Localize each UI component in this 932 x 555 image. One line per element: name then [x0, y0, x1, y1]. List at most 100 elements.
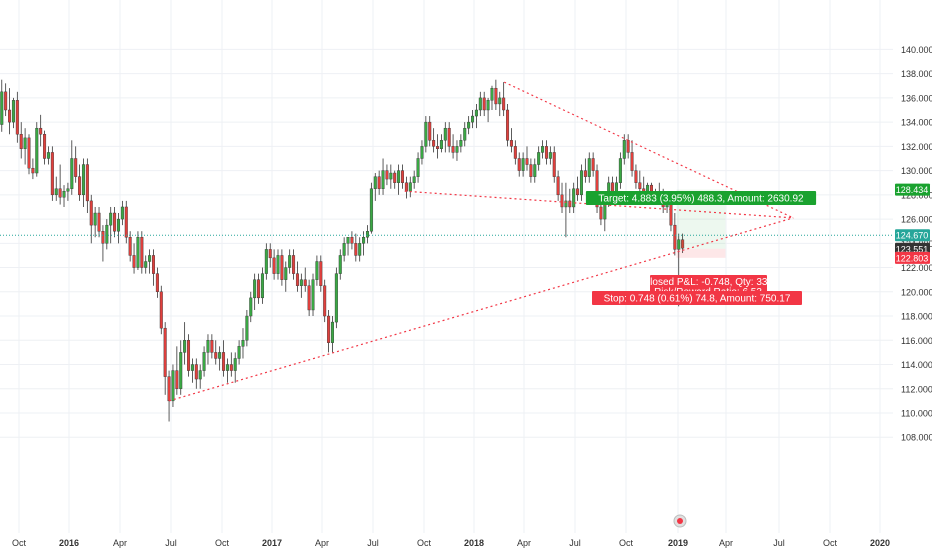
candle [354, 233, 358, 262]
candle-body [27, 137, 31, 169]
y-tick-label: 130.000 [901, 166, 932, 176]
candle-body [167, 376, 171, 402]
y-tick-label: 114.000 [901, 360, 932, 370]
candle [533, 158, 537, 183]
x-tick-label: Jul [165, 538, 177, 548]
candle-body [564, 200, 568, 208]
candle-body [272, 257, 276, 274]
candle-body [292, 255, 296, 274]
candle-body [634, 170, 638, 183]
candle [163, 322, 167, 395]
candle [264, 243, 268, 280]
candle [498, 91, 502, 117]
candle-body [393, 172, 397, 183]
candle-body [46, 152, 50, 159]
candle [509, 128, 513, 153]
closed-label-line: Closed P&L: -0.748, Qty: 334 [643, 277, 774, 288]
candle [39, 114, 43, 147]
candle-body [533, 164, 537, 177]
candle-body [74, 158, 78, 177]
candle-body [677, 239, 681, 250]
x-tick-label: Oct [619, 538, 634, 548]
candle-body [576, 188, 580, 196]
x-tick-label: Oct [12, 538, 27, 548]
candle [136, 231, 140, 270]
candle-body [467, 121, 471, 129]
candle [70, 140, 74, 195]
candle-body [428, 121, 432, 141]
candle [579, 164, 583, 201]
candle [132, 243, 136, 274]
candle [303, 267, 307, 292]
x-tick-label: Oct [417, 538, 432, 548]
candle-body [175, 370, 179, 389]
candle [459, 134, 463, 153]
candle-body [81, 164, 85, 196]
candle-body [241, 340, 245, 347]
event-marker-dot [677, 518, 683, 524]
candle-body [54, 188, 58, 196]
candle-body [171, 370, 175, 402]
candle [299, 273, 303, 298]
candle-body [206, 340, 210, 353]
candle [369, 182, 373, 234]
candle [148, 249, 152, 274]
candle [58, 164, 62, 205]
candle [179, 340, 183, 395]
y-tick-label: 108.000 [901, 433, 932, 443]
labels: Target: 4.883 (3.95%) 488.3, Amount: 263… [585, 191, 817, 528]
candle-body [478, 97, 482, 111]
candle [428, 116, 432, 147]
candle [365, 225, 369, 244]
y-tick-label: 134.000 [901, 118, 932, 128]
candle [323, 279, 327, 323]
candle [506, 103, 510, 147]
candle-body [334, 273, 338, 323]
candle [556, 170, 560, 201]
candle [78, 164, 82, 201]
x-tick-label: Apr [719, 538, 733, 548]
candle-body [19, 134, 23, 149]
price-label-text: 123.551 [896, 244, 929, 254]
candle-body [268, 249, 272, 259]
candle-body [482, 97, 486, 111]
candle [50, 146, 54, 201]
x-tick-label: 2019 [668, 538, 688, 548]
candle [241, 328, 245, 359]
candle [198, 364, 202, 389]
candle-body [560, 194, 564, 208]
candle [225, 358, 229, 383]
candle [634, 164, 638, 189]
candle-body [89, 200, 93, 226]
candle [175, 346, 179, 395]
candle-body [509, 140, 513, 147]
candle [62, 185, 66, 207]
candle [572, 182, 576, 214]
candle-body [70, 158, 74, 189]
stop-label-bg [592, 291, 802, 305]
candle [350, 231, 354, 250]
y-tick-label: 120.000 [901, 287, 932, 297]
candle [327, 309, 331, 353]
candle-body [144, 261, 148, 268]
candle [218, 346, 222, 371]
candle [66, 182, 70, 201]
candle-body [85, 164, 89, 202]
candle-body [311, 279, 315, 311]
candle [31, 158, 35, 180]
candle-body [260, 273, 264, 299]
candle [222, 340, 226, 377]
y-tick-label: 132.000 [901, 142, 932, 152]
x-tick-label: Oct [215, 538, 230, 548]
candle [4, 83, 8, 117]
candle-body [673, 224, 677, 250]
candle-body [15, 100, 19, 135]
candle-body [365, 230, 369, 238]
candle [334, 267, 338, 329]
candle [560, 182, 564, 214]
candle [315, 255, 319, 286]
candle-body [50, 152, 54, 196]
stop-label-text: Stop: 0.748 (0.61%) 74.8, Amount: 750.17 [604, 294, 791, 305]
candle [214, 340, 218, 365]
